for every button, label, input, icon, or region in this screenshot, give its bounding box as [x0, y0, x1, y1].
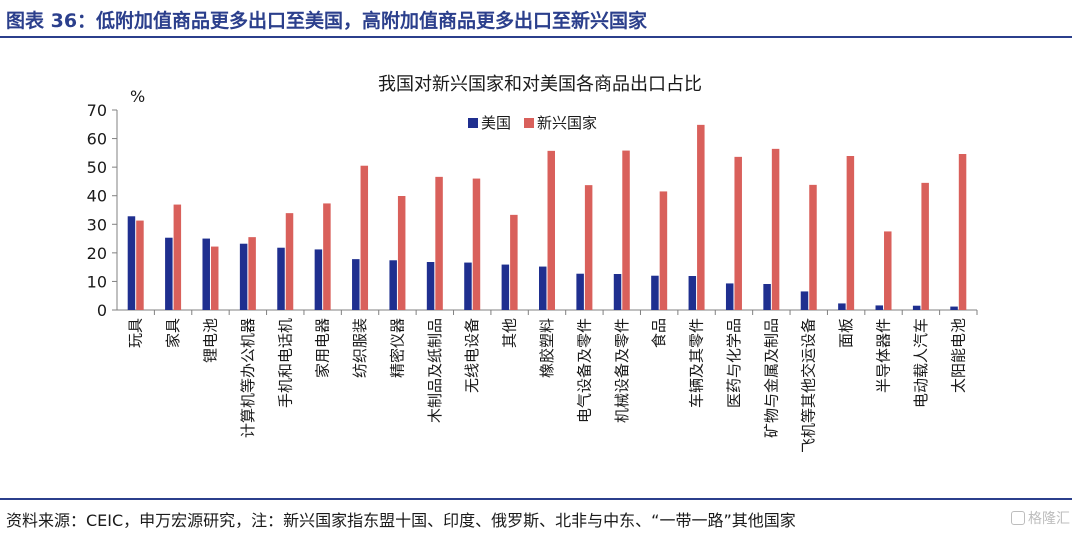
header-divider [0, 36, 1072, 38]
bar-us [688, 276, 697, 310]
x-tick-label: 玩具 [127, 318, 145, 348]
bar-emerging [397, 196, 406, 310]
x-tick-label: 矿物与金属及制品 [762, 318, 780, 438]
bar-us [912, 305, 921, 310]
bar-emerging [360, 165, 369, 310]
figure-footer: 资料来源：CEIC，申万宏源研究，注：新兴国家指东盟十国、印度、俄罗斯、北非与中… [0, 498, 1080, 535]
x-tick-label: 电动载人汽车 [912, 318, 930, 408]
bars [127, 124, 967, 310]
y-axis-unit: % [130, 87, 145, 106]
x-tick-label: 面板 [837, 318, 855, 348]
x-tick-label: 半导体器件 [875, 318, 893, 393]
x-tick-label: 车辆及其零件 [688, 318, 706, 408]
figure-title: 图表 36：低附加值商品更多出口至美国，高附加值商品更多出口至新兴国家 [6, 10, 648, 32]
bar-emerging [958, 154, 967, 310]
x-tick-label: 食品 [650, 318, 668, 348]
bar-us [501, 264, 510, 310]
y-tick-label: 40 [87, 187, 107, 206]
x-tick-label: 飞机等其他交运设备 [800, 318, 818, 453]
legend-swatch-us [468, 118, 478, 128]
bar-us [127, 216, 136, 310]
x-tick-label: 家用电器 [314, 318, 332, 378]
bar-us [165, 237, 173, 310]
bar-emerging [846, 156, 855, 310]
figure-header: 图表 36：低附加值商品更多出口至美国，高附加值商品更多出口至新兴国家 [0, 0, 1080, 38]
bar-us [352, 259, 360, 310]
bar-us [576, 273, 584, 310]
x-tick-label: 木制品及纸制品 [426, 318, 444, 423]
y-tick-label: 20 [87, 244, 107, 263]
chart-title: 我国对新兴国家和对美国各商品出口占比 [378, 74, 702, 95]
watermark-text: 格隆汇 [1028, 511, 1070, 527]
bar-emerging [697, 124, 705, 310]
legend-label-us: 美国 [481, 114, 511, 132]
bar-us [464, 262, 472, 310]
watermark: 格隆汇 [1011, 508, 1070, 528]
bar-chart: 我国对新兴国家和对美国各商品出口占比 % 美国 新兴国家 0 10 20 30 40 50… [87, 74, 978, 453]
x-tick-label: 计算机等办公机器 [239, 318, 257, 438]
bar-emerging [734, 156, 742, 310]
bar-emerging [884, 231, 892, 310]
x-tick-label: 电气设备及零件 [575, 318, 593, 423]
x-tick-label: 锂电池 [201, 318, 219, 363]
x-tick-label: 医药与化学品 [725, 318, 743, 408]
bar-emerging [547, 150, 555, 310]
y-tick-label: 30 [87, 215, 107, 234]
bar-us [202, 238, 210, 310]
bar-emerging [210, 246, 219, 310]
y-tick-label: 0 [97, 301, 107, 320]
bar-emerging [584, 185, 593, 310]
bar-us [613, 274, 622, 310]
y-tick-label: 50 [87, 158, 107, 177]
bar-emerging [659, 191, 668, 310]
bar-us [651, 275, 659, 310]
bar-us [277, 247, 285, 310]
bar-emerging [921, 182, 929, 310]
bar-emerging [472, 178, 481, 310]
bar-emerging [809, 184, 817, 310]
bar-us [763, 284, 771, 310]
bar-us [800, 291, 809, 310]
bar-us [426, 262, 435, 310]
bar-emerging [285, 213, 294, 310]
x-tick-labels: 玩具 家具 锂电池 计算机等办公机器 手机和电话机 家用电器 纺织服装 精密仪器 木制品及纸制品… [127, 318, 968, 453]
x-tick-label: 纺织服装 [351, 318, 369, 378]
chart-area: 我国对新兴国家和对美国各商品出口占比 % 美国 新兴国家 0 10 20 30 40 50… [0, 38, 1080, 498]
bar-us [314, 249, 323, 310]
y-tick-label: 10 [87, 272, 107, 291]
legend: 美国 新兴国家 [468, 114, 597, 132]
source-note: 资料来源：CEIC，申万宏源研究，注：新兴国家指东盟十国、印度、俄罗斯、北非与中… [6, 511, 796, 530]
bar-us [725, 283, 734, 310]
x-tick-label: 机械设备及零件 [613, 318, 631, 423]
x-tick-label: 精密仪器 [388, 318, 406, 378]
x-tick-label: 其他 [501, 318, 519, 348]
bar-emerging [248, 237, 256, 310]
legend-swatch-emerging [524, 118, 534, 128]
x-tick-label: 太阳能电池 [949, 318, 967, 393]
x-tick-label: 手机和电话机 [276, 318, 294, 408]
bar-emerging [173, 204, 182, 310]
bar-us [950, 306, 958, 310]
bar-us [389, 260, 397, 310]
bar-emerging [435, 176, 443, 310]
bar-us [875, 305, 884, 310]
bar-emerging [136, 220, 144, 310]
legend-label-emerging: 新兴国家 [537, 114, 597, 132]
bar-us [838, 303, 846, 310]
x-tick-label: 橡胶塑料 [538, 318, 556, 378]
bar-us [239, 243, 248, 310]
x-tick-label: 家具 [164, 318, 182, 348]
watermark-logo-icon [1011, 511, 1025, 525]
bar-emerging [323, 203, 331, 310]
x-tick-label: 无线电设备 [463, 318, 481, 393]
bar-emerging [771, 148, 780, 310]
y-tick-label: 60 [87, 130, 107, 149]
bar-emerging [510, 214, 518, 310]
bar-emerging [622, 150, 630, 310]
footer-divider [0, 498, 1072, 500]
bar-us [539, 266, 547, 310]
axes: 0 10 20 30 40 50 60 70 [87, 101, 978, 320]
y-tick-label: 70 [87, 101, 107, 120]
